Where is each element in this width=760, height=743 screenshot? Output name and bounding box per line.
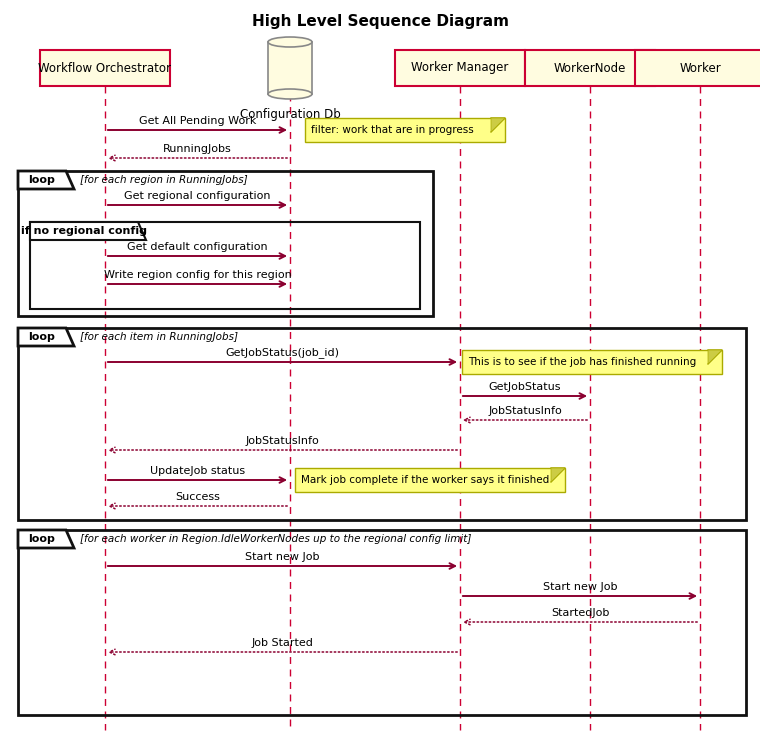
FancyBboxPatch shape <box>305 118 505 142</box>
Text: Worker: Worker <box>679 62 721 74</box>
Text: loop: loop <box>29 332 55 342</box>
Text: StartedJob: StartedJob <box>551 608 610 618</box>
Text: Success: Success <box>175 492 220 502</box>
Text: UpdateJob status: UpdateJob status <box>150 466 245 476</box>
Text: Get regional configuration: Get regional configuration <box>124 191 271 201</box>
Text: Mark job complete if the worker says it finished: Mark job complete if the worker says it … <box>301 475 549 485</box>
Bar <box>268 42 312 94</box>
Text: Workflow Orchestrator: Workflow Orchestrator <box>39 62 172 74</box>
Text: Job Started: Job Started <box>252 638 313 648</box>
FancyBboxPatch shape <box>40 50 170 86</box>
Text: GetJobStatus(job_id): GetJobStatus(job_id) <box>226 347 340 358</box>
Ellipse shape <box>268 37 312 47</box>
Text: WorkerNode: WorkerNode <box>554 62 626 74</box>
Text: JobStatusInfo: JobStatusInfo <box>245 436 319 446</box>
Text: JobStatusInfo: JobStatusInfo <box>488 406 562 416</box>
Polygon shape <box>708 350 722 364</box>
Polygon shape <box>551 468 565 482</box>
Text: loop: loop <box>29 534 55 544</box>
FancyBboxPatch shape <box>295 468 565 492</box>
Text: [for each region in RunningJobs]: [for each region in RunningJobs] <box>80 175 248 185</box>
Text: Start new Job: Start new Job <box>245 552 320 562</box>
Text: RunningJobs: RunningJobs <box>163 144 232 154</box>
Polygon shape <box>18 328 74 346</box>
FancyBboxPatch shape <box>525 50 655 86</box>
Polygon shape <box>30 222 146 240</box>
Text: if no regional config: if no regional config <box>21 226 147 236</box>
Text: This is to see if the job has finished running: This is to see if the job has finished r… <box>468 357 696 367</box>
Text: Worker Manager: Worker Manager <box>411 62 508 74</box>
Text: Write region config for this region: Write region config for this region <box>103 270 291 280</box>
Text: Get All Pending Work: Get All Pending Work <box>139 116 256 126</box>
FancyBboxPatch shape <box>395 50 525 86</box>
Text: Start new Job: Start new Job <box>543 582 617 592</box>
Text: [for each item in RunningJobs]: [for each item in RunningJobs] <box>80 332 238 342</box>
Text: Configuration Db: Configuration Db <box>239 108 340 121</box>
Polygon shape <box>491 118 505 132</box>
Text: GetJobStatus: GetJobStatus <box>489 382 561 392</box>
Polygon shape <box>18 171 74 189</box>
Text: loop: loop <box>29 175 55 185</box>
FancyBboxPatch shape <box>462 350 722 374</box>
Ellipse shape <box>268 89 312 99</box>
Text: Get default configuration: Get default configuration <box>127 242 268 252</box>
FancyBboxPatch shape <box>635 50 760 86</box>
Text: filter: work that are in progress: filter: work that are in progress <box>311 125 473 135</box>
Text: [for each worker in Region.IdleWorkerNodes up to the regional config limit]: [for each worker in Region.IdleWorkerNod… <box>80 534 471 544</box>
Text: High Level Sequence Diagram: High Level Sequence Diagram <box>252 14 508 29</box>
Polygon shape <box>18 530 74 548</box>
